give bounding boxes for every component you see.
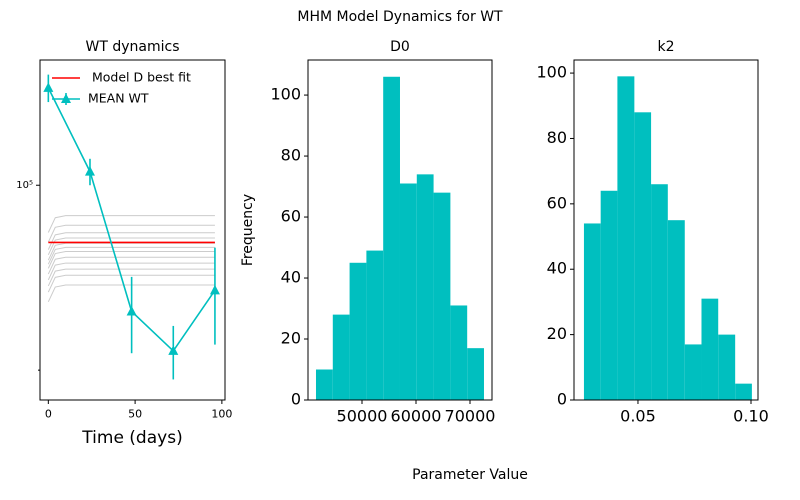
ensemble-line <box>47 215 215 233</box>
x-tick-label: 60000 <box>391 407 442 426</box>
histogram-bar <box>467 348 484 400</box>
y-axis-label: Frequency <box>240 194 256 266</box>
ensemble-line <box>47 262 215 281</box>
x-tick-label: 0.10 <box>733 407 769 426</box>
histogram-bar <box>667 220 685 400</box>
x-tick-label: 0.05 <box>620 407 656 426</box>
y-tick-label: 80 <box>547 128 567 147</box>
ensemble-line <box>47 284 215 303</box>
histogram-bar <box>383 76 400 400</box>
x-tick-label: 50 <box>128 408 142 421</box>
histogram-bar <box>366 250 384 400</box>
y-tick-label: 0 <box>291 390 301 409</box>
ensemble-line <box>47 268 215 287</box>
ensemble-line <box>47 256 215 275</box>
legend-label: Model D best fit <box>88 70 191 85</box>
legend-marker <box>61 93 71 103</box>
y-tick-label: 20 <box>281 329 301 348</box>
x-tick-label: 50000 <box>337 407 388 426</box>
histogram-bar <box>349 262 367 400</box>
subplot-title: k2 <box>657 39 674 55</box>
y-tick-label: 0 <box>557 390 567 409</box>
y-tick-label: 10⁵ <box>16 180 33 191</box>
y-tick-label: 40 <box>281 268 301 287</box>
histogram-bar <box>315 369 333 400</box>
histogram-bar <box>701 298 719 400</box>
histogram-bar <box>433 192 451 400</box>
marker <box>209 284 220 295</box>
histogram-bar <box>651 184 668 400</box>
histogram-bar <box>634 112 652 401</box>
ensemble-line <box>47 246 215 265</box>
ensemble-line <box>47 274 215 293</box>
y-tick-label: 20 <box>547 324 567 343</box>
y-tick-label: 60 <box>281 207 301 226</box>
ensemble-line <box>47 251 215 269</box>
subplot: WT dynamics Time (days) Model D best fit M… <box>16 39 232 448</box>
subplot-title: WT dynamics <box>86 39 180 55</box>
histogram-bar <box>399 183 417 400</box>
ensemble-line <box>47 242 215 261</box>
histogram-bar <box>600 190 618 400</box>
x-tick-label: 100 <box>211 408 232 421</box>
marker <box>84 166 95 176</box>
ensemble-line <box>47 224 215 243</box>
y-tick-label: 40 <box>547 259 567 278</box>
x-tick-label: 0 <box>45 408 52 421</box>
histogram-bar <box>735 383 752 400</box>
figure-x-label: Parameter Value <box>412 467 528 483</box>
marker <box>126 305 137 316</box>
histogram-bar <box>684 344 702 400</box>
histogram-bar <box>583 223 601 400</box>
marker <box>168 345 179 355</box>
axes-frame <box>39 59 226 401</box>
histogram-bar <box>332 314 350 400</box>
subplot: D0 Frequency 50000 60000 70000 0 20 40 60 80 100 <box>240 39 495 426</box>
plot-area <box>43 74 220 380</box>
x-tick-label: 70000 <box>445 407 496 426</box>
ensemble-line <box>47 237 215 256</box>
axes-frame <box>573 59 759 401</box>
histogram-bar <box>450 305 468 400</box>
y-tick-label: 60 <box>547 193 567 212</box>
y-tick-label: 100 <box>536 63 567 82</box>
y-tick-label: 100 <box>270 85 301 104</box>
histogram-bar <box>617 76 635 400</box>
histogram-bar <box>416 174 434 400</box>
subplot-title: D0 <box>390 39 410 55</box>
x-axis-label: Time (days) <box>81 428 182 448</box>
histogram-bar <box>718 334 736 400</box>
legend-label: MEAN WT <box>88 91 149 106</box>
y-tick-label: 80 <box>281 146 301 165</box>
figure-title: MHM Model Dynamics for WT <box>297 9 503 25</box>
subplot: k2 0.05 0.10 0 20 40 60 80 100 <box>536 39 768 426</box>
marker <box>43 82 54 92</box>
axes-frame <box>307 59 493 401</box>
